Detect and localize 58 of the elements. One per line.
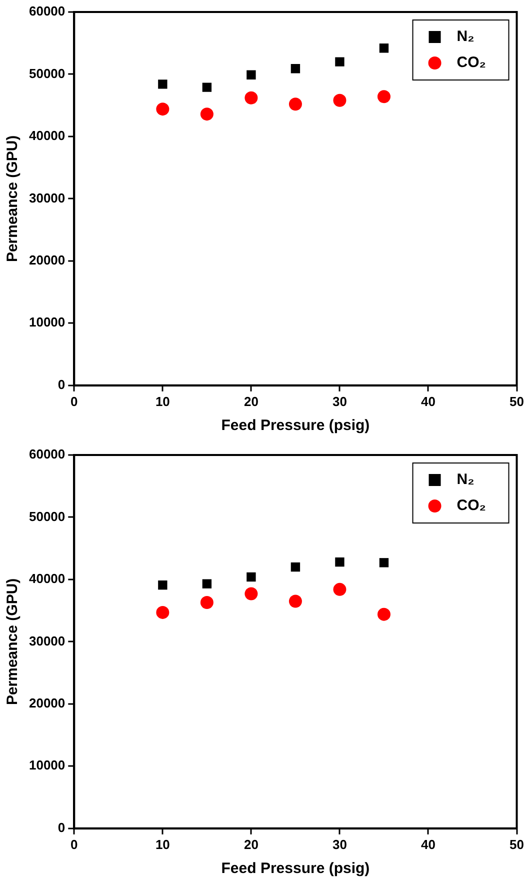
y-tick-label: 0 (58, 820, 66, 835)
point (246, 70, 256, 80)
point (335, 557, 344, 567)
point (156, 102, 170, 116)
y-tick-label: 60000 (28, 446, 66, 462)
point (202, 82, 212, 92)
point (158, 580, 168, 590)
point (200, 108, 214, 121)
point (379, 44, 389, 53)
point (290, 64, 300, 74)
x-tick-label: 30 (332, 394, 347, 409)
point (288, 98, 302, 111)
point (156, 606, 170, 619)
y-tick-label: 20000 (28, 696, 66, 711)
point (244, 91, 258, 104)
point (158, 80, 168, 89)
y-tick-label: 40000 (28, 128, 66, 144)
x-tick-label: 50 (510, 836, 524, 852)
x-tick-label: 20 (244, 836, 258, 852)
y-tick-label: 10000 (28, 758, 66, 773)
y-tick-label: 50000 (28, 66, 66, 81)
legend-label: N₂ (456, 28, 474, 46)
point (333, 94, 346, 107)
point (246, 572, 256, 582)
legend-label: N₂ (456, 471, 474, 488)
point (202, 579, 212, 588)
x-tick-label: 50 (510, 394, 524, 409)
point (288, 594, 302, 608)
x-tick-label: 0 (70, 836, 78, 852)
y-tick-label: 30000 (28, 190, 66, 206)
y-tick-label: 30000 (28, 633, 66, 648)
x-tick-label: 10 (155, 836, 170, 852)
x-tick-label: 40 (421, 394, 436, 409)
x-tick-label: 20 (244, 394, 258, 409)
y-tick-label: 20000 (28, 252, 66, 268)
y-axis-title: Permeance (GPU) (4, 578, 22, 706)
x-tick-label: 0 (70, 394, 78, 409)
point (377, 608, 390, 621)
point (244, 587, 258, 600)
point (379, 558, 389, 568)
y-tick-label: 60000 (28, 4, 66, 19)
y-axis-title: Permeance (GPU) (4, 135, 22, 262)
point (333, 582, 346, 596)
point (200, 596, 214, 609)
y-tick-label: 50000 (28, 508, 66, 524)
y-tick-label: 0 (58, 376, 66, 392)
y-tick-label: 10000 (28, 314, 66, 330)
legend-label: CO₂ (456, 497, 486, 514)
x-tick-label: 30 (332, 836, 347, 852)
y-tick-label: 40000 (28, 571, 66, 586)
point (290, 562, 300, 572)
x-tick-label: 10 (155, 394, 170, 409)
point (377, 90, 390, 104)
legend-label: CO₂ (456, 54, 486, 72)
x-tick-label: 40 (421, 836, 436, 852)
x-axis-title: Feed Pressure (psig) (221, 860, 370, 878)
x-axis-title: Feed Pressure (psig) (221, 417, 370, 434)
point (335, 57, 344, 66)
